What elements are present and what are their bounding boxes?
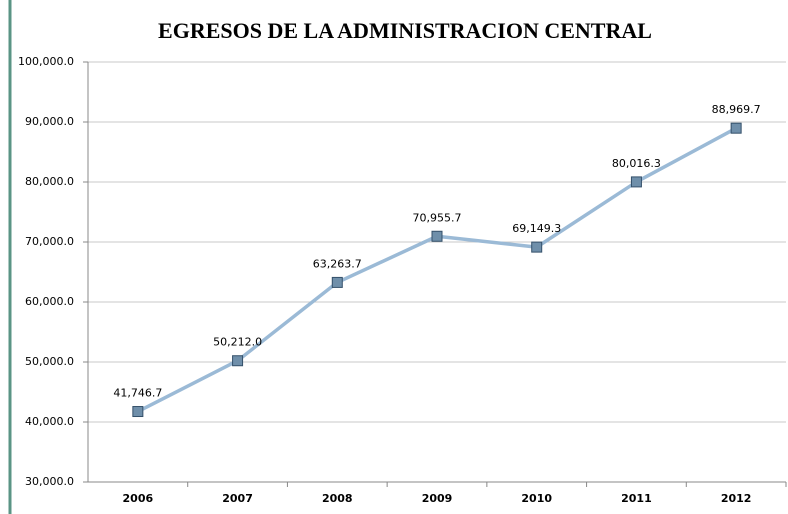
y-tick-label: 50,000.0 xyxy=(25,355,74,368)
x-tick-label: 2009 xyxy=(422,492,453,505)
marker xyxy=(232,355,244,367)
data-label: 80,016.3 xyxy=(612,157,661,170)
y-tick-label: 80,000.0 xyxy=(25,175,74,188)
x-tick-label: 2011 xyxy=(621,492,652,505)
chart-title: EGRESOS DE LA ADMINISTRACION CENTRAL xyxy=(158,18,652,43)
data-label: 69,149.3 xyxy=(512,222,561,235)
y-tick-label: 30,000.0 xyxy=(25,475,74,488)
y-tick-label: 70,000.0 xyxy=(25,235,74,248)
x-tick-label: 2008 xyxy=(322,492,353,505)
y-tick-label: 100,000.0 xyxy=(18,55,74,68)
x-tick-label: 2010 xyxy=(521,492,552,505)
y-tick-label: 60,000.0 xyxy=(25,295,74,308)
marker xyxy=(630,176,642,188)
marker xyxy=(331,276,343,288)
marker xyxy=(531,241,543,253)
x-tick-label: 2007 xyxy=(222,492,253,505)
data-label: 63,263.7 xyxy=(313,257,362,270)
x-tick-label: 2006 xyxy=(123,492,154,505)
y-tick-label: 40,000.0 xyxy=(25,415,74,428)
y-tick-label: 90,000.0 xyxy=(25,115,74,128)
marker xyxy=(730,122,742,134)
marker xyxy=(132,406,144,418)
x-tick-label: 2012 xyxy=(721,492,752,505)
data-label: 88,969.7 xyxy=(712,103,761,116)
marker xyxy=(431,230,443,242)
data-label: 50,212.0 xyxy=(213,336,262,349)
data-label: 70,955.7 xyxy=(413,211,462,224)
data-label: 41,746.7 xyxy=(113,387,162,400)
